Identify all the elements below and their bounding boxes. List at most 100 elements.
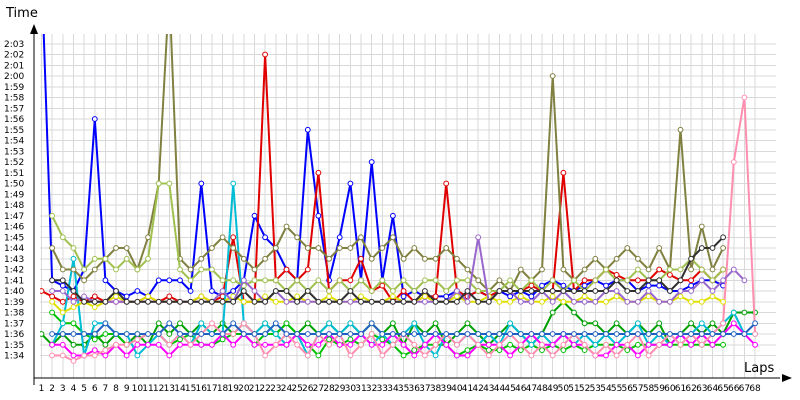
data-point: [283, 266, 290, 273]
data-point: [635, 352, 641, 359]
data-point: [411, 298, 418, 305]
data-point: [379, 352, 386, 359]
data-point: [549, 293, 556, 300]
data-point: [560, 298, 567, 305]
x-tick-label: 33: [377, 384, 388, 394]
data-point: [507, 320, 514, 327]
data-point: [59, 341, 66, 348]
x-tick-label: 60: [664, 384, 676, 394]
data-point: [464, 266, 471, 273]
data-point: [102, 320, 109, 327]
x-tick-label: 7: [103, 384, 109, 394]
data-point: [283, 288, 290, 294]
data-point: [70, 266, 77, 273]
data-point: [113, 341, 119, 348]
x-tick-label: 11: [142, 384, 153, 394]
data-point: [315, 245, 322, 251]
data-point: [59, 288, 66, 294]
data-point: [549, 277, 556, 284]
data-point: [91, 116, 98, 122]
data-point: [326, 331, 333, 337]
x-tick-label: 68: [749, 384, 761, 394]
data-point: [667, 331, 673, 337]
data-point: [198, 266, 205, 273]
data-point: [475, 234, 482, 241]
data-point: [91, 352, 98, 359]
data-point: [166, 352, 173, 359]
data-point: [113, 293, 119, 300]
x-tick-label: 59: [653, 384, 665, 394]
data-point: [347, 320, 354, 327]
data-point: [720, 331, 726, 337]
data-point: [358, 234, 364, 241]
data-point: [677, 266, 684, 273]
data-point: [304, 320, 311, 327]
data-point: [603, 282, 609, 289]
data-point: [123, 352, 130, 359]
data-point: [464, 288, 471, 294]
data-point: [155, 180, 162, 187]
data-point: [624, 347, 631, 354]
data-point: [219, 234, 226, 241]
data-point: [730, 320, 737, 327]
data-point: [454, 331, 460, 337]
data-point: [390, 212, 396, 219]
data-point: [539, 298, 545, 305]
data-point: [240, 288, 247, 294]
data-point: [283, 331, 290, 337]
data-point: [272, 341, 279, 348]
data-point: [709, 320, 716, 327]
data-point: [422, 288, 428, 294]
data-point: [219, 336, 226, 343]
data-point: [549, 73, 556, 79]
data-point: [59, 234, 66, 241]
x-tick-label: 52: [579, 384, 590, 394]
x-tick-label: 29: [334, 384, 346, 394]
data-point: [422, 298, 428, 305]
data-point: [464, 347, 471, 354]
data-point: [209, 341, 215, 348]
y-tick-label: 1:40: [4, 287, 24, 297]
data-point: [336, 331, 343, 337]
data-point: [198, 341, 205, 348]
data-point: [730, 159, 737, 165]
data-point: [613, 277, 620, 284]
data-point: [720, 234, 726, 241]
data-point: [645, 331, 652, 337]
x-tick-label: 24: [281, 384, 293, 394]
data-point: [539, 331, 545, 337]
data-point: [315, 331, 322, 337]
data-point: [709, 331, 716, 337]
data-point: [230, 288, 237, 294]
x-tick-label: 21: [249, 384, 260, 394]
y-tick-label: 1:57: [4, 104, 24, 114]
y-tick-label: 1:43: [4, 255, 24, 265]
data-point: [368, 320, 375, 327]
data-point: [358, 255, 364, 262]
data-point: [752, 320, 758, 327]
data-point: [145, 331, 151, 337]
data-point: [59, 309, 66, 316]
data-point: [336, 245, 343, 251]
data-point: [358, 298, 364, 305]
data-point: [251, 341, 258, 348]
data-point: [368, 341, 375, 348]
data-point: [720, 266, 726, 273]
data-point: [549, 298, 556, 305]
data-point: [70, 293, 77, 300]
data-point: [603, 341, 609, 348]
data-point: [549, 352, 556, 359]
data-point: [113, 266, 119, 273]
data-point: [166, 293, 173, 300]
x-tick-label: 34: [387, 384, 399, 394]
data-point: [187, 277, 194, 284]
data-point: [443, 180, 450, 187]
series-13: [49, 320, 758, 337]
data-point: [59, 320, 66, 327]
data-point: [49, 309, 55, 316]
data-point: [656, 277, 663, 284]
data-point: [528, 277, 535, 284]
y-tick-label: 1:42: [4, 266, 24, 276]
data-point: [432, 341, 439, 348]
data-point: [102, 352, 109, 359]
